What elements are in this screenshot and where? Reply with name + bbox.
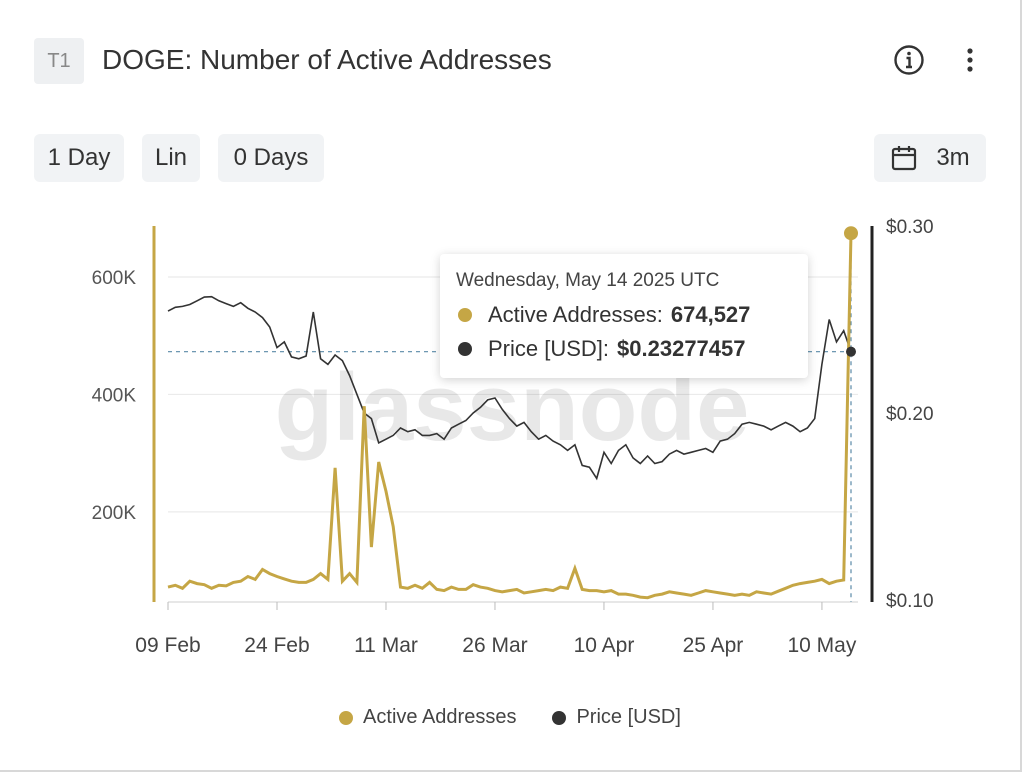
active-addresses-series-line [167,233,853,600]
chart-legend: Active Addresses Price [USD] [0,706,1020,729]
y-right-tick-label: $0.10 [886,591,934,612]
tooltip-price-label: Price [USD]: [488,336,610,361]
x-tick-label: 26 Mar [462,634,527,657]
y-left-tick-label: 400K [92,385,137,406]
date-range-button[interactable]: 3m [874,134,986,182]
hover-tooltip: Wednesday, May 14 2025 UTC Active Addres… [440,254,808,378]
chart-tier-badge: T1 [34,38,84,84]
x-tick-label: 09 Feb [135,634,200,657]
tooltip-active-value: 674,527 [670,302,751,327]
price-hover-point [846,346,856,357]
price-dot-icon [458,342,472,356]
legend-label-active: Active Addresses [363,706,517,728]
legend-item-active-addresses[interactable]: Active Addresses [339,706,516,729]
x-tick-label: 25 Apr [683,634,744,657]
chart-title: DOGE: Number of Active Addresses [102,44,552,75]
tooltip-date: Wednesday, May 14 2025 UTC [456,270,720,291]
tooltip-active-label: Active Addresses: [488,302,663,327]
x-tick-label: 11 Mar [354,634,418,657]
x-tick-label: 24 Feb [244,634,309,657]
active-addresses-hover-point [844,226,858,241]
tooltip-row-active: Active Addresses: 674,527 [458,302,750,328]
y-left-tick-label: 600K [92,268,137,289]
y-right-tick-label: $0.20 [886,404,934,425]
tooltip-price-value: $0.23277457 [617,336,746,361]
y-right-tick-label: $0.30 [886,217,934,238]
info-icon[interactable] [893,44,925,76]
more-options-icon[interactable] [960,44,980,76]
calendar-icon [892,146,917,171]
moving-average-button[interactable]: 0 Days [218,134,324,182]
active-addresses-dot-icon [458,308,472,322]
legend-label-price: Price [USD] [576,706,681,728]
resolution-button[interactable]: 1 Day [34,134,124,182]
y-left-tick-label: 200K [92,503,137,524]
price-legend-dot-icon [552,710,567,725]
tooltip-row-price: Price [USD]: $0.23277457 [458,336,746,362]
x-tick-label: 10 May [787,634,856,657]
scale-button[interactable]: Lin [142,134,200,182]
date-range-label: 3m [936,144,970,171]
active-addresses-legend-dot-icon [339,710,354,725]
x-tick-label: 10 Apr [574,634,635,657]
price-series-line [167,295,852,481]
legend-item-price[interactable]: Price [USD] [552,706,681,729]
